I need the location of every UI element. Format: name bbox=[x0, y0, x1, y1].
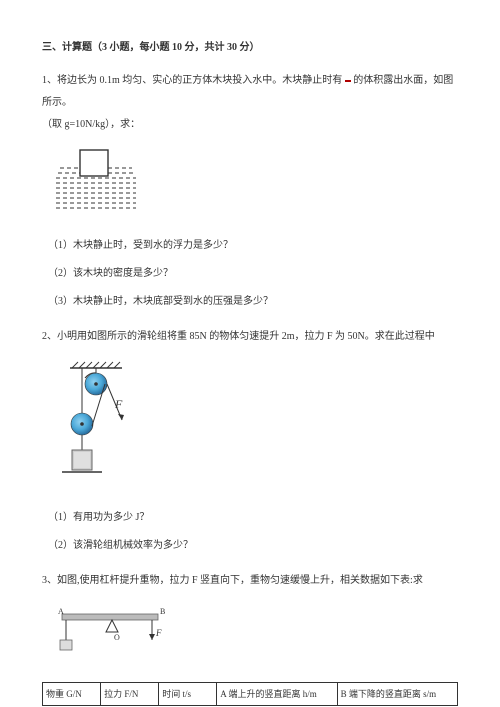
table-row: 物重 G/N 拉力 F/N 时间 t/s A 端上升的竖直距离 h/m B 端下… bbox=[43, 683, 458, 706]
data-table: 物重 G/N 拉力 F/N 时间 t/s A 端上升的竖直距离 h/m B 端下… bbox=[42, 682, 458, 706]
p2-intro: 2、小明用如图所示的滑轮组将重 85N 的物体匀速提升 2m，拉力 F 为 50… bbox=[42, 326, 458, 348]
problem-1: 1、将边长为 0.1m 均匀、实心的正方体木块投入水中。木块静止时有 的体积露出… bbox=[42, 70, 458, 312]
p1-q2: （2）该木块的密度是多少？ bbox=[48, 264, 458, 284]
p1-q1: （1）木块静止时，受到水的浮力是多少？ bbox=[48, 236, 458, 256]
label-A: A bbox=[58, 607, 64, 616]
p3-intro: 3、如图,使用杠杆提升重物，拉力 F 竖直向下，重物匀速缓慢上升，相关数据如下表… bbox=[42, 570, 458, 592]
problem-1-text: 1、将边长为 0.1m 均匀、实心的正方体木块投入水中。木块静止时有 的体积露出… bbox=[42, 70, 458, 114]
figure-2: F bbox=[52, 360, 458, 496]
problem-2: 2、小明用如图所示的滑轮组将重 85N 的物体匀速提升 2m，拉力 F 为 50… bbox=[42, 326, 458, 556]
label-B: B bbox=[160, 607, 165, 616]
force-label: F bbox=[114, 397, 123, 411]
label-F: F bbox=[155, 628, 162, 638]
figure-3: O A B F bbox=[52, 604, 458, 670]
fraction-placeholder bbox=[345, 80, 351, 82]
problem-3: 3、如图,使用杠杆提升重物，拉力 F 竖直向下，重物匀速缓慢上升，相关数据如下表… bbox=[42, 570, 458, 706]
table-header: A 端上升的竖直距离 h/m bbox=[217, 683, 337, 706]
p1-q3: （3）木块静止时，木块底部受到水的压强是多少？ bbox=[48, 292, 458, 312]
label-O: O bbox=[114, 633, 120, 642]
table-header: 拉力 F/N bbox=[101, 683, 159, 706]
figure-1 bbox=[52, 148, 458, 224]
p1-intro-a: 1、将边长为 0.1m 均匀、实心的正方体木块投入水中。木块静止时有 bbox=[42, 75, 342, 86]
p1-intro-c: （取 g=10N/kg），求： bbox=[42, 114, 458, 136]
section-title: 三、计算题（3 小题，每小题 10 分，共计 30 分） bbox=[42, 40, 458, 56]
table-header: B 端下降的竖直距离 s/m bbox=[337, 683, 457, 706]
p2-q2: （2）该滑轮组机械效率为多少？ bbox=[48, 536, 458, 556]
p2-q1: （1）有用功为多少 J？ bbox=[48, 508, 458, 528]
table-header: 物重 G/N bbox=[43, 683, 101, 706]
table-header: 时间 t/s bbox=[159, 683, 217, 706]
